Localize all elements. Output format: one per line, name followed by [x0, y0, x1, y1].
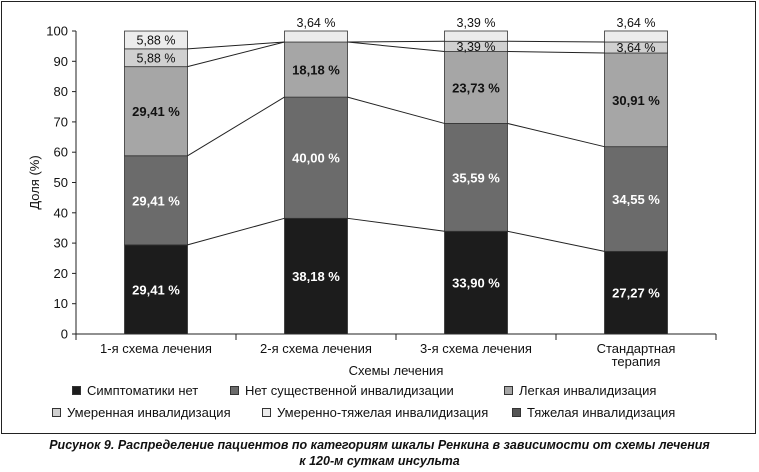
legend-item: Легкая инвалидизация [504, 383, 656, 398]
y-tick-label: 0 [61, 327, 68, 342]
data-label: 18,18 % [292, 63, 340, 78]
y-tick-label: 30 [54, 236, 68, 251]
bar-segment [284, 41, 348, 98]
bar-segment [604, 52, 668, 148]
stacked-bar-chart: 0 10 20 30 40 50 60 70 80 90 100 29,41 % 29,41 % 29,4… [27, 16, 717, 378]
data-label: 27,27 % [612, 286, 660, 301]
connector-line [187, 96, 285, 157]
legend-label: Симптоматики нет [87, 383, 199, 398]
legend-item: Умеренно-тяжелая инвалидизация [262, 405, 488, 420]
x-tick-label: 3-я схема лечения [420, 341, 532, 356]
legend-label: Нет существенной инвалидизации [245, 383, 454, 398]
y-tick-label: 20 [54, 266, 68, 281]
y-tick-label: 90 [54, 54, 68, 69]
legend-item: Нет существенной инвалидизации [230, 383, 454, 398]
data-label: 3,39 % [457, 40, 496, 54]
legend-label: Умеренная инвалидизация [67, 405, 231, 420]
legend-swatch [504, 386, 513, 395]
connector-line [347, 41, 445, 53]
data-label: 30,91 % [612, 93, 660, 108]
y-tick-label: 60 [54, 145, 68, 160]
data-label: 3,64 % [617, 16, 656, 30]
connector-line [187, 217, 285, 246]
data-label: 29,41 % [132, 193, 180, 208]
legend-swatch [262, 408, 271, 417]
legend-swatch [512, 408, 521, 417]
data-label: 29,41 % [132, 282, 180, 297]
bar-segment [284, 96, 348, 219]
legend-swatch [230, 386, 239, 395]
legend-label: Тяжелая инвалидизация [527, 405, 676, 420]
legend-item: Симптоматики нет [72, 383, 198, 398]
data-label: 5,88 % [137, 51, 176, 65]
data-label: 33,90 % [452, 276, 500, 291]
bar-segment [284, 217, 348, 335]
data-label: 29,41 % [132, 104, 180, 119]
connector-line [187, 41, 285, 68]
y-axis-title: Доля (%) [27, 155, 42, 209]
connector-line [507, 51, 605, 54]
bar-segment [444, 51, 508, 124]
bar-segment [444, 123, 508, 232]
connector-line [347, 217, 445, 232]
y-tick-label: 100 [46, 24, 68, 39]
data-label: 23,73 % [452, 80, 500, 95]
connector-line [507, 122, 605, 148]
x-tick-label: терапия [612, 354, 661, 369]
legend-item: Тяжелая инвалидизация [512, 405, 675, 420]
data-label: 38,18 % [292, 269, 340, 284]
data-label: 5,88 % [137, 33, 176, 47]
bar-segment [284, 30, 348, 43]
legend-swatch [72, 386, 81, 395]
bar-segment [444, 30, 508, 42]
caption-line-2: к 120-м суткам инсульта [299, 454, 460, 468]
legend-label: Умеренно-тяжелая инвалидизация [277, 405, 489, 420]
figure-caption: Рисунок 9. Распределение пациентов по ка… [0, 437, 759, 469]
bar-segment [444, 230, 508, 335]
data-label: 40,00 % [292, 151, 340, 166]
legend-item: Умеренная инвалидизация [52, 405, 231, 420]
y-tick-label: 70 [54, 114, 68, 129]
data-label: 3,64 % [297, 16, 336, 30]
figure-frame: 0 10 20 30 40 50 60 70 80 90 100 29,41 % 29,41 % 29,4… [1, 1, 756, 434]
legend-swatch [52, 408, 61, 417]
connector-line [507, 230, 605, 252]
y-tick-label: 50 [54, 175, 68, 190]
data-label: 3,39 % [457, 16, 496, 30]
caption-line-1: Рисунок 9. Распределение пациентов по ка… [49, 438, 710, 452]
x-axis-title: Схемы лечения [349, 363, 444, 378]
bar-segment [604, 30, 668, 43]
x-tick-label: 2-я схема лечения [260, 341, 372, 356]
x-tick-label: Стандартная [597, 341, 676, 356]
connector-line [347, 40, 445, 43]
y-tick-label: 40 [54, 205, 68, 220]
x-tick-label: 1-я схема лечения [100, 341, 212, 356]
data-label: 35,59 % [452, 170, 500, 185]
y-tick-label: 10 [54, 296, 68, 311]
data-label: 34,55 % [612, 192, 660, 207]
bar-segment [124, 30, 188, 50]
connector-line [507, 40, 605, 43]
connector-line [187, 41, 285, 50]
connector-line [347, 96, 445, 124]
legend-label: Легкая инвалидизация [519, 383, 657, 398]
data-label: 3,64 % [617, 41, 656, 55]
y-tick-label: 80 [54, 84, 68, 99]
